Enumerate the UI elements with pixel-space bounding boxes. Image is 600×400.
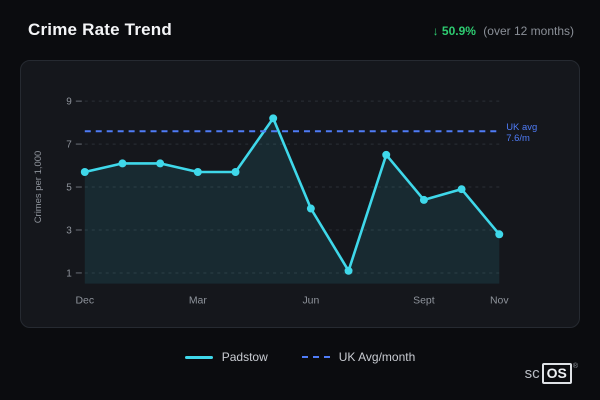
svg-text:7: 7 [66,140,72,151]
page-title: Crime Rate Trend [28,20,172,39]
svg-text:Jun: Jun [302,296,319,307]
svg-text:9: 9 [66,97,72,108]
legend-item-padstow[interactable]: Padstow [184,350,268,364]
line-chart-canvas: 1 3 5 7 9 Dec Mar Jun Sept Nov Crimes per 1,000 UK … [33,97,537,307]
delta-stat: ↓ 50.9% (over 12 months) [433,24,574,38]
scos-logo: sc OS ® [525,363,578,384]
chart-legend: Padstow UK Avg/month [0,350,600,364]
delta-caption: (over 12 months) [483,24,574,38]
svg-text:Crimes per 1,000: Crimes per 1,000 [33,151,44,224]
logo-boxed-os: OS [541,363,572,384]
svg-text:1: 1 [66,268,72,279]
header: Crime Rate Trend ↓ 50.9% (over 12 months… [28,20,574,40]
svg-text:UK avg: UK avg [506,122,537,133]
registered-mark: ® [572,363,578,370]
legend-label: Padstow [221,350,268,364]
svg-text:Mar: Mar [189,296,208,307]
chart-card: 1 3 5 7 9 Dec Mar Jun Sept Nov Crimes per 1,000 UK … [20,60,580,328]
svg-text:Sept: Sept [413,296,435,307]
svg-text:7.6/m: 7.6/m [506,133,530,144]
logo-prefix: sc [524,365,540,382]
svg-text:5: 5 [66,183,72,194]
down-arrow-icon: ↓ [432,24,439,38]
solid-line-swatch-icon [184,355,213,359]
legend-item-uk-avg[interactable]: UK Avg/month [301,350,416,364]
svg-text:Nov: Nov [490,296,509,307]
delta-value: 50.9% [441,24,476,38]
svg-text:Dec: Dec [75,296,94,307]
dashed-line-swatch-icon [301,356,330,358]
svg-text:3: 3 [66,225,72,236]
legend-label: UK Avg/month [338,350,416,364]
